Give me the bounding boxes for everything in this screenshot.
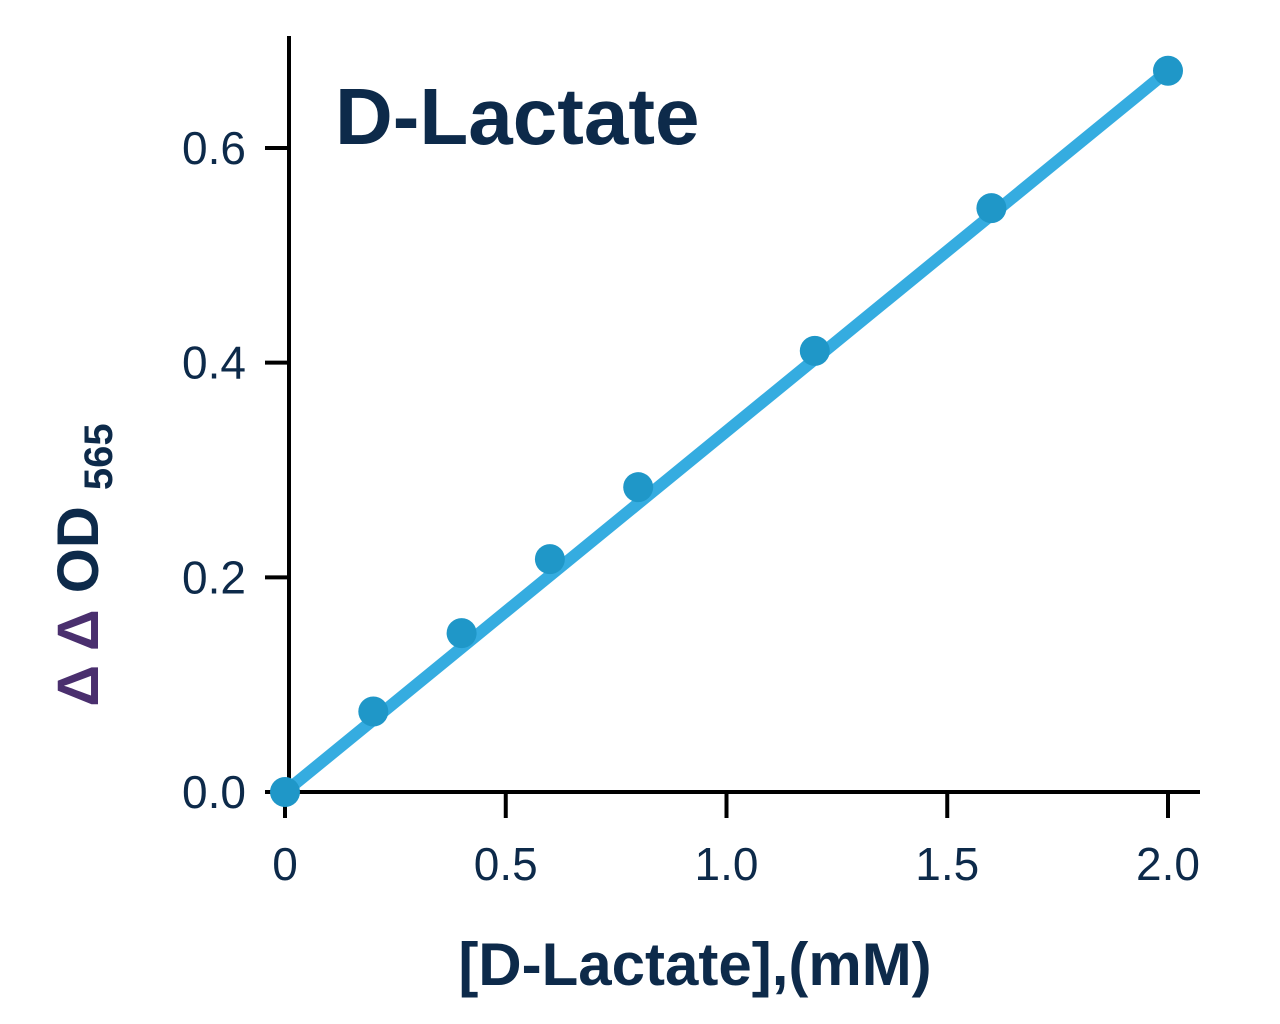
x-axis-label: [D-Lactate],(mM) (458, 931, 931, 998)
data-point-1 (358, 696, 389, 727)
data-point-0 (270, 777, 300, 807)
y-axis-label-main: OD (46, 506, 111, 593)
y-axis-label: Δ Δ OD 565 (46, 423, 121, 706)
y-axis-label-delta-1: Δ (46, 665, 111, 707)
y-axis-label-delta-2: Δ (46, 609, 111, 651)
x-ticks: 0 0.5 1.0 1.5 2.0 (272, 792, 1200, 890)
data-point-5 (799, 335, 830, 366)
data-points (270, 55, 1183, 807)
y-tick-label-1: 0.2 (182, 551, 246, 603)
y-tick-label-3: 0.6 (182, 122, 246, 174)
fit-line (279, 64, 1174, 798)
y-axis-label-subscript: 565 (77, 423, 121, 490)
data-point-7 (1153, 55, 1183, 86)
axes (265, 36, 1200, 794)
data-point-3 (534, 544, 565, 575)
data-point-4 (623, 472, 654, 503)
data-point-2 (446, 618, 477, 649)
x-tick-label-2: 1.0 (695, 838, 759, 890)
y-ticks: 0.0 0.2 0.4 0.6 (182, 122, 289, 818)
data-point-6 (976, 193, 1007, 224)
x-tick-label-4: 2.0 (1136, 838, 1200, 890)
x-tick-label-1: 0.5 (474, 838, 538, 890)
x-tick-label-0: 0 (272, 838, 298, 890)
chart-title: D-Lactate (335, 72, 700, 161)
y-tick-label-0: 0.0 (182, 766, 246, 818)
y-tick-label-2: 0.4 (182, 337, 246, 389)
x-tick-label-3: 1.5 (915, 838, 979, 890)
